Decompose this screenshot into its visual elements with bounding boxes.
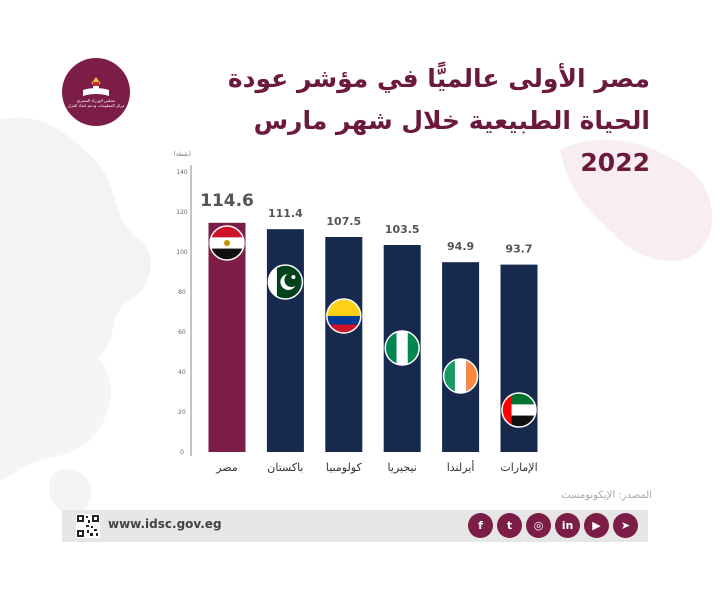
- nigeria-flag-icon: [384, 330, 420, 366]
- value-label: 103.5: [385, 223, 420, 236]
- footer-bar: www.idsc.gov.eg f t ◎ in ▶ ➤: [62, 510, 648, 542]
- value-label: 111.4: [268, 207, 303, 220]
- bar-1: [208, 222, 246, 452]
- y-tick-label: 80: [178, 289, 186, 296]
- pakistan-flag-icon: [267, 264, 304, 300]
- value-label: 93.7: [505, 243, 532, 256]
- logo-line-2: مركز المعلومات ودعم اتخاذ القرار: [67, 103, 125, 108]
- y-tick-label: 20: [178, 409, 186, 416]
- category-label: باكستان: [267, 461, 303, 474]
- y-tick-label: 140: [176, 169, 188, 176]
- linkedin-icon[interactable]: in: [555, 513, 580, 538]
- category-label: مصر: [215, 461, 238, 474]
- y-tick-label: 120: [176, 209, 188, 216]
- y-tick-label: 40: [178, 369, 186, 376]
- uae-flag-icon: [501, 392, 537, 428]
- source-note: المصدر: الإيكونومست: [561, 490, 652, 501]
- y-tick-label: 100: [176, 249, 188, 256]
- bar-5: [442, 262, 480, 452]
- egypt-flag-icon: [209, 225, 245, 261]
- ireland-flag-icon: [442, 358, 479, 394]
- category-label: نيجيريا: [388, 461, 417, 474]
- value-label: 114.6: [200, 191, 254, 211]
- twitter-icon[interactable]: t: [497, 513, 522, 538]
- value-label: 94.9: [447, 240, 474, 253]
- telegram-icon[interactable]: ➤: [613, 513, 638, 538]
- colombia-flag-icon: [326, 298, 362, 334]
- y-tick-label: 0: [180, 449, 184, 456]
- instagram-icon[interactable]: ◎: [526, 513, 551, 538]
- category-label: الإمارات: [500, 461, 537, 474]
- bar-3: [325, 237, 363, 452]
- category-label: أيرلندا: [447, 460, 475, 474]
- website-link[interactable]: www.idsc.gov.eg: [108, 517, 222, 531]
- value-label: 107.5: [326, 215, 361, 228]
- book-emblem-icon: [83, 77, 109, 96]
- page-title: مصر الأولى عالميًّا في مؤشر عودة الحياة …: [227, 64, 650, 177]
- idsc-logo: مجلس الوزراء المصري مركز المعلومات ودعم …: [62, 58, 130, 126]
- logo-line-1: مجلس الوزراء المصري: [76, 98, 116, 103]
- facebook-icon[interactable]: f: [468, 513, 493, 538]
- y-axis-label: (نقطة): [173, 151, 191, 158]
- social-icons: f t ◎ in ▶ ➤: [468, 513, 638, 538]
- bar-2: [266, 229, 304, 452]
- category-label: كولومبيا: [326, 461, 363, 474]
- y-tick-label: 60: [178, 329, 186, 336]
- youtube-icon[interactable]: ▶: [584, 513, 609, 538]
- qr-code-icon: [76, 514, 100, 538]
